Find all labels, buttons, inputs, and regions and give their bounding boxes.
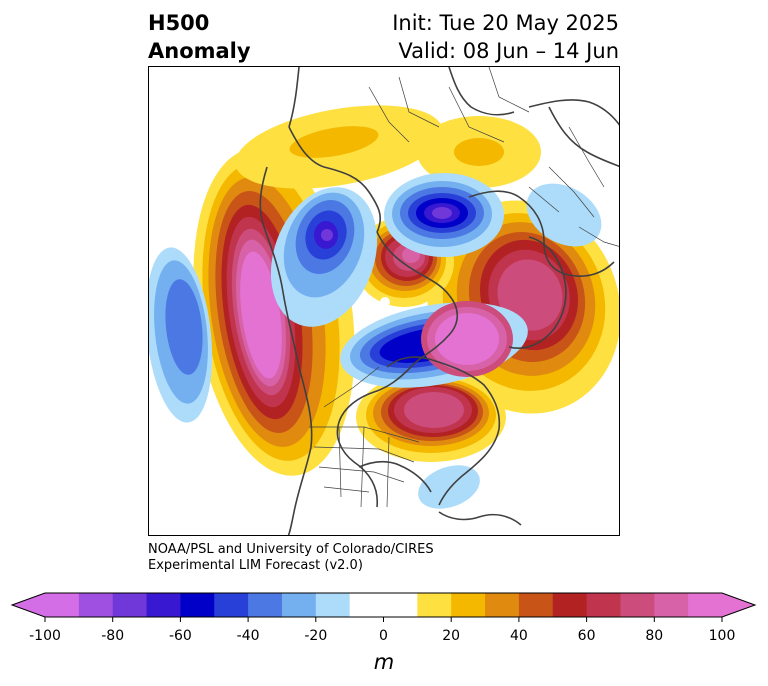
colorbar-extend-max [722,593,755,617]
anomaly-map [149,67,619,535]
colorbar-tick-label: 60 [577,628,596,644]
forecast-dates: Init: Tue 20 May 2025 Valid: 08 Jun – 14… [392,9,619,65]
colorbar-segment [518,593,554,617]
colorbar-segment [349,593,418,617]
colorbar-segment [112,593,148,617]
negative-anomaly-arctic [270,187,378,327]
colorbar-tick-label: 100 [708,628,736,644]
valid-dates: Valid: 08 Jun – 14 Jun [398,39,619,63]
colorbar-tick-label: -20 [304,628,328,644]
colorbar-segment [552,593,588,617]
colorbar-tick-label: 0 [379,628,388,644]
map-title: H500 Anomaly [148,9,251,65]
colorbar-extend-min [12,593,45,617]
positive-anomaly-north-arc [235,105,541,189]
coastlines [259,67,619,535]
credit-line-1: NOAA/PSL and University of Colorado/CIRE… [148,542,434,557]
negative-anomaly-atlantic [418,183,602,509]
anomaly-label: Anomaly [148,39,251,63]
positive-anomaly-labrador [421,301,513,377]
pole-marker [380,297,390,307]
map-panel [148,66,620,536]
colorbar-tick-label: 40 [509,628,528,644]
variable-label: H500 [148,11,210,35]
colorbar-segment [417,593,452,617]
credit-line-2: Experimental LIM Forecast (v2.0) [148,558,363,573]
colorbar-segment [78,593,114,617]
political-borders [309,67,619,508]
negative-anomaly-pacific [149,247,213,423]
colorbar-tick-label: 20 [442,628,461,644]
colorbar-tick-label: -100 [29,628,61,644]
init-date: Init: Tue 20 May 2025 [392,11,619,35]
colorbar-segment [688,593,723,617]
colorbar-segment [654,593,689,617]
colorbar-segment [315,593,351,617]
colorbar-segment [281,593,317,617]
colorbar-unit: m [373,650,395,674]
positive-anomaly-eastern-us [356,372,506,462]
colorbar-segment [451,593,486,617]
colorbar-tick-label: -40 [236,628,260,644]
colorbar-segment [485,593,520,617]
colorbar-tick-label: 80 [645,628,664,644]
colorbar-segment [180,593,215,617]
negative-anomaly-east-siberia [384,173,504,257]
colorbar-segment [146,593,181,617]
colorbar-segment [620,593,655,617]
colorbar [10,592,757,622]
credit-text: NOAA/PSL and University of Colorado/CIRE… [148,542,434,574]
colorbar-tick-label: -60 [168,628,192,644]
colorbar-tick-label: -80 [101,628,125,644]
colorbar-segment [214,593,249,617]
colorbar-segment [248,593,283,617]
colorbar-segment [586,593,621,617]
positive-anomaly-greenland [427,200,619,414]
colorbar-segment [45,593,80,617]
